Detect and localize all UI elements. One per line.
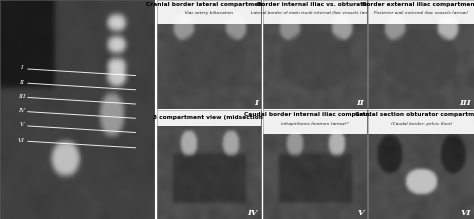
Text: III: III — [18, 94, 25, 99]
Text: I: I — [20, 65, 23, 70]
Text: II: II — [356, 99, 364, 107]
Text: I: I — [254, 99, 258, 107]
Text: V: V — [19, 122, 24, 127]
Text: Border external iliac compartment:: Border external iliac compartment: — [362, 2, 474, 7]
Text: Caudal section obturator compartment:: Caudal section obturator compartment: — [355, 112, 474, 117]
Text: III: III — [459, 99, 471, 107]
Text: Border internal iliac vs. obturator:: Border internal iliac vs. obturator: — [257, 2, 373, 7]
Text: infrapirifomis foramen (arrow)*: infrapirifomis foramen (arrow)* — [281, 122, 349, 125]
Text: VI: VI — [18, 138, 25, 143]
Text: Caudal border internal iliac compartment:: Caudal border internal iliac compartment… — [244, 112, 385, 117]
Text: V: V — [357, 209, 364, 217]
Bar — [368, 0, 474, 24]
Text: (Caudal border: pelvic floor): (Caudal border: pelvic floor) — [391, 122, 452, 125]
Bar — [157, 110, 261, 126]
Bar — [263, 0, 367, 24]
Text: Cranial border lateral compartments:: Cranial border lateral compartments: — [146, 2, 272, 7]
Bar — [157, 0, 261, 24]
Text: IV: IV — [18, 108, 25, 113]
Bar — [368, 110, 474, 134]
Text: VI: VI — [460, 209, 471, 217]
Text: IV: IV — [248, 209, 258, 217]
Text: II: II — [19, 80, 24, 85]
Text: Iliac artery bifurcation: Iliac artery bifurcation — [185, 12, 233, 16]
Bar — [263, 110, 367, 134]
Text: Lateral border of main trunk internal iliac vessels (arrows): Lateral border of main trunk internal il… — [251, 12, 378, 16]
Text: Posterior wall external iliac vessels (arrow): Posterior wall external iliac vessels (a… — [374, 12, 468, 16]
Text: 3 compartment view (midsection): 3 compartment view (midsection) — [153, 115, 265, 120]
